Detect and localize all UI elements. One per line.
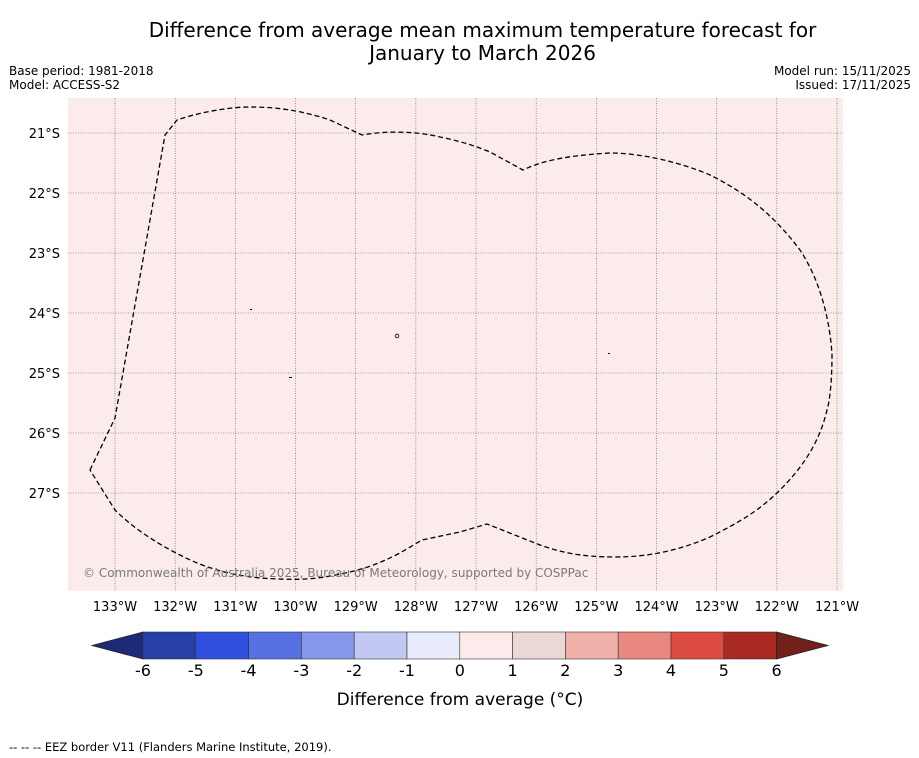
latitude-label: 25°S bbox=[29, 367, 60, 382]
longitude-label: 130°W bbox=[273, 600, 317, 615]
run-info: Model run: 15/11/2025 Issued: 17/11/2025 bbox=[774, 64, 911, 92]
issued-date: Issued: 17/11/2025 bbox=[795, 78, 911, 92]
longitude-label: 122°W bbox=[755, 600, 799, 615]
figure-title: Difference from average mean maximum tem… bbox=[0, 19, 919, 65]
eez-border bbox=[89, 106, 833, 580]
latitude-label: 22°S bbox=[29, 187, 60, 202]
longitude-label: 132°W bbox=[153, 600, 197, 615]
longitude-label: 131°W bbox=[213, 600, 257, 615]
colorbar-tick-label: -2 bbox=[346, 661, 362, 680]
colorbar-tick-label: 4 bbox=[666, 661, 676, 680]
longitude-label: 124°W bbox=[634, 600, 678, 615]
longitude-label: 123°W bbox=[695, 600, 739, 615]
colorbar-tick-label: -5 bbox=[188, 661, 204, 680]
latitude-label: 21°S bbox=[29, 127, 60, 142]
colorbar-swatch bbox=[353, 631, 408, 660]
longitude-label: 128°W bbox=[394, 600, 438, 615]
colorbar-tick-label: 2 bbox=[560, 661, 570, 680]
colorbar-swatch bbox=[248, 631, 302, 660]
island-marks bbox=[250, 309, 610, 378]
title-line-1: Difference from average mean maximum tem… bbox=[148, 18, 817, 42]
colorbar-tick-label: 0 bbox=[455, 661, 465, 680]
colorbar-swatch bbox=[195, 631, 249, 660]
colorbar-swatch bbox=[565, 631, 619, 660]
longitude-label: 133°W bbox=[93, 600, 137, 615]
longitude-label: 127°W bbox=[454, 600, 498, 615]
colorbar-swatch bbox=[512, 631, 566, 660]
latitude-label: 23°S bbox=[29, 247, 60, 262]
copyright-text: © Commonwealth of Australia 2025, Bureau… bbox=[83, 566, 588, 580]
longitude-label: 129°W bbox=[334, 600, 378, 615]
colorbar-swatch bbox=[617, 631, 672, 660]
colorbar: -6 -5 -4 -3 -2 -1 0 1 2 3 4 5 6 bbox=[90, 631, 830, 680]
colorbar-tick-label: 5 bbox=[719, 661, 729, 680]
title-line-2: January to March 2026 bbox=[369, 41, 596, 65]
footer-note: -- -- -- EEZ border V11 (Flanders Marine… bbox=[9, 740, 332, 754]
latitude-label: 26°S bbox=[29, 427, 60, 442]
colorbar-swatch bbox=[142, 631, 197, 660]
island-mark bbox=[608, 353, 610, 354]
longitude-label: 125°W bbox=[574, 600, 618, 615]
island-mark bbox=[250, 309, 252, 310]
colorbar-swatch bbox=[723, 631, 777, 660]
island-mark bbox=[289, 377, 292, 378]
colorbar-swatch bbox=[406, 631, 461, 660]
longitude-label: 121°W bbox=[815, 600, 859, 615]
colorbar-tick-label: -1 bbox=[399, 661, 415, 680]
colorbar-tick-label: -4 bbox=[241, 661, 257, 680]
island-mark bbox=[394, 333, 400, 339]
colorbar-under-triangle bbox=[90, 631, 144, 660]
latitude-label: 27°S bbox=[29, 487, 60, 502]
colorbar-swatch bbox=[301, 631, 355, 660]
longitude-label: 126°W bbox=[514, 600, 558, 615]
colorbar-tick-label: -3 bbox=[293, 661, 309, 680]
base-period: Base period: 1981-2018 bbox=[9, 64, 154, 78]
colorbar-tick-label: -6 bbox=[135, 661, 151, 680]
latitude-label: 24°S bbox=[29, 307, 60, 322]
base-info: Base period: 1981-2018 Model: ACCESS-S2 bbox=[9, 64, 154, 92]
colorbar-over-triangle bbox=[776, 631, 830, 660]
colorbar-tick-label: 6 bbox=[772, 661, 782, 680]
colorbar-swatch bbox=[670, 631, 725, 660]
colorbar-label: Difference from average (°C) bbox=[337, 690, 584, 710]
model-name: Model: ACCESS-S2 bbox=[9, 78, 121, 92]
colorbar-tick-label: 3 bbox=[613, 661, 623, 680]
map-area bbox=[68, 98, 843, 591]
colorbar-tick-label: 1 bbox=[508, 661, 518, 680]
model-run: Model run: 15/11/2025 bbox=[773, 64, 911, 78]
colorbar-swatch bbox=[459, 631, 513, 660]
